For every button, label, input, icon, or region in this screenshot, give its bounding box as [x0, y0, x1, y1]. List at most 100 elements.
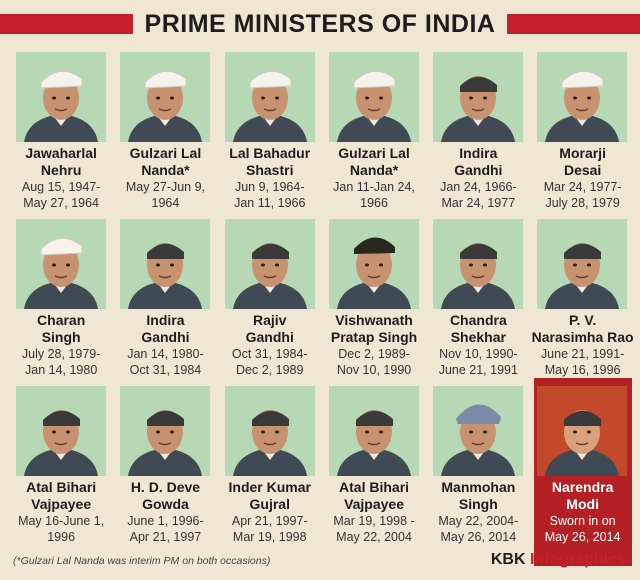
pm-card: Indira Gandhi Jan 14, 1980- Oct 31, 1984 — [113, 215, 217, 382]
manmohan-portrait — [433, 386, 524, 476]
header-left-bar — [0, 14, 133, 34]
pm-tenure-line-2: June 21, 1991 — [438, 363, 518, 377]
pm-card: Vishwanath Pratap Singh Dec 2, 1989- Nov 10… — [322, 215, 426, 382]
pm-tenure-line-1: Mar 19, 1998 - — [333, 514, 415, 528]
pm-name: H. D. Deve Gowda — [113, 479, 217, 513]
pm-name: Indira Gandhi — [426, 145, 530, 179]
indira-portrait — [120, 219, 211, 309]
pm-name-line-2: Pratap Singh — [330, 329, 418, 345]
pm-name: Chandra Shekhar — [426, 312, 530, 346]
pm-card: Chandra Shekhar Nov 10, 1990- June 21, 1991 — [426, 215, 530, 382]
pm-tenure: Mar 24, 1977- July 28, 1979 — [530, 179, 634, 211]
pm-name-line-2: Gowda — [142, 496, 189, 512]
pm-name-line-1: Rajiv — [253, 312, 287, 328]
pm-tenure: Mar 19, 1998 - May 22, 2004 — [322, 513, 426, 545]
pm-name: P. V. Narasimha Rao — [530, 312, 634, 346]
pm-name-line-2: Shekhar — [450, 329, 506, 345]
pm-name-line-1: Morarji — [559, 145, 606, 161]
modi-portrait — [537, 386, 628, 476]
pm-name-line-2: Nanda* — [141, 162, 190, 178]
pm-name-line-1: Inder Kumar — [228, 479, 311, 495]
indira-portrait — [433, 52, 524, 142]
pm-name-line-1: Atal Bihari — [339, 479, 410, 495]
pm-name: Lal Bahadur Shastri — [218, 145, 322, 179]
pm-tenure-line-1: June 1, 1996- — [127, 514, 204, 528]
pm-tenure: Sworn in on May 26, 2014 — [530, 513, 634, 545]
pm-name: Manmohan Singh — [426, 479, 530, 513]
pm-tenure-line-2: Nov 10, 1990 — [336, 363, 412, 377]
pm-tenure-line-2: 1966 — [360, 196, 388, 210]
pm-tenure-line-2: Jan 11, 1966 — [234, 196, 306, 210]
pm-tenure-line-2: May 16, 1996 — [544, 363, 621, 377]
pm-name-line-1: Gulzari Lal — [338, 145, 410, 161]
pm-card: Indira Gandhi Jan 24, 1966- Mar 24, 1977 — [426, 48, 530, 215]
pm-tenure-line-1: July 28, 1979- — [21, 347, 101, 361]
pm-tenure-line-1: May 16-June 1, — [18, 514, 105, 528]
header: PRIME MINISTERS OF INDIA — [0, 6, 640, 42]
pm-name-line-1: Atal Bihari — [26, 479, 97, 495]
pm-name-line-1: Charan — [37, 312, 86, 328]
pm-tenure-line-1: Mar 24, 1977- — [543, 180, 622, 194]
pm-name: Indira Gandhi — [113, 312, 217, 346]
pm-name: Jawaharlal Nehru — [9, 145, 113, 179]
pm-card: Rajiv Gandhi Oct 31, 1984- Dec 2, 1989 — [218, 215, 322, 382]
pm-name-line-1: Narendra — [551, 479, 614, 495]
pm-name-line-1: Indira — [459, 145, 498, 161]
pm-tenure: Dec 2, 1989- Nov 10, 1990 — [322, 346, 426, 378]
pm-name: Rajiv Gandhi — [218, 312, 322, 346]
pm-tenure: May 22, 2004- May 26, 2014 — [426, 513, 530, 545]
gowda-portrait — [120, 386, 211, 476]
pm-tenure-line-2: May 26, 2014 — [440, 530, 517, 544]
pm-tenure-line-1: June 21, 1991- — [540, 347, 625, 361]
pm-tenure-line-1: Sworn in on — [549, 514, 616, 528]
pm-tenure-line-2: 1964 — [151, 196, 180, 210]
pm-card: Manmohan Singh May 22, 2004- May 26, 2014 — [426, 382, 530, 549]
pm-name-line-1: Lal Bahadur — [229, 145, 311, 161]
pm-tenure-line-2: Oct 31, 1984 — [129, 363, 202, 377]
pm-name-line-1: Vishwanath — [335, 312, 413, 328]
pm-tenure-line-1: Aug 15, 1947- — [21, 180, 101, 194]
pm-tenure-line-2: Dec 2, 1989 — [236, 363, 304, 377]
pm-tenure-line-1: Jun 9, 1964- — [234, 180, 305, 194]
pm-card: Gulzari Lal Nanda* May 27-Jun 9, 1964 — [113, 48, 217, 215]
pm-tenure-line-2: 1996 — [47, 530, 76, 544]
pm-tenure-line-2: Jan 14, 1980 — [25, 363, 98, 377]
pm-card: Jawaharlal Nehru Aug 15, 1947- May 27, 1964 — [9, 48, 113, 215]
pm-tenure-line-2: May 27, 1964 — [23, 196, 100, 210]
pm-tenure-line-1: Jan 11-Jan 24, — [333, 180, 415, 194]
pm-name: Vishwanath Pratap Singh — [322, 312, 426, 346]
pm-name-line-1: Manmohan — [441, 479, 516, 495]
pm-name-line-2: Vajpayee — [31, 496, 92, 512]
pm-name-line-2: Gandhi — [245, 329, 294, 345]
pm-name-line-2: Gandhi — [141, 329, 190, 345]
pm-tenure-line-1: May 27-Jun 9, — [125, 180, 206, 194]
pm-tenure: May 27-Jun 9, 1964 — [113, 179, 217, 211]
pm-name: Atal Bihari Vajpayee — [9, 479, 113, 513]
pm-name-line-1: Jawaharlal — [25, 145, 97, 161]
shekhar-portrait — [433, 219, 524, 309]
pm-card: Charan Singh July 28, 1979- Jan 14, 1980 — [9, 215, 113, 382]
nanda-portrait — [120, 52, 211, 142]
pm-card: Narendra Modi Sworn in on May 26, 2014 — [530, 378, 634, 566]
page-title: PRIME MINISTERS OF INDIA — [144, 10, 496, 38]
pm-name-line-2: Gujral — [249, 496, 290, 512]
shastri-portrait — [224, 52, 315, 142]
pm-tenure: June 21, 1991- May 16, 1996 — [530, 346, 634, 378]
pm-name-line-2: Vajpayee — [344, 496, 404, 512]
pm-card: P. V. Narasimha Rao June 21, 1991- May 16, … — [530, 215, 634, 382]
pm-name-line-2: Modi — [566, 496, 599, 512]
charan-portrait — [16, 219, 106, 309]
pm-tenure-line-1: Dec 2, 1989- — [338, 347, 410, 361]
pm-tenure-line-2: Mar 24, 1977 — [441, 196, 516, 210]
pm-tenure-line-1: Nov 10, 1990- — [439, 347, 518, 361]
pm-tenure: Oct 31, 1984- Dec 2, 1989 — [218, 346, 322, 378]
pm-grid: Jawaharlal Nehru Aug 15, 1947- May 27, 1964… — [9, 48, 635, 566]
brand-logo: KBK Infographics — [491, 551, 626, 569]
pm-tenure: Jan 14, 1980- Oct 31, 1984 — [113, 346, 217, 378]
pm-card: H. D. Deve Gowda June 1, 1996- Apr 21, 1997 — [113, 382, 217, 549]
pm-name-line-2: Singh — [41, 329, 81, 345]
brand-main: KBK — [490, 551, 530, 568]
pm-name-line-2: Singh — [458, 496, 498, 512]
pm-tenure-line-1: May 22, 2004- — [438, 514, 519, 528]
pm-card: Gulzari Lal Nanda* Jan 11-Jan 24, 1966 — [322, 48, 426, 215]
